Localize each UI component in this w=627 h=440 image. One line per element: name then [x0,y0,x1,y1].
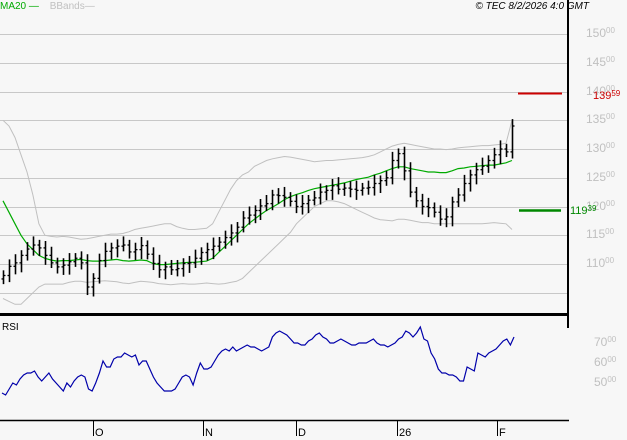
rsi-line [1,325,515,396]
y-tick-label: 15000 [586,26,615,40]
legend-ma20: MA20 — [0,1,39,12]
ohlc-bars [1,119,515,297]
x-tick-label: O [95,427,104,439]
y-tick-label: 14500 [586,54,615,69]
y-tick-label: 13500 [586,112,615,127]
rsi-panel-title: RSI [2,322,19,333]
price-gridlines [0,34,568,294]
y-tick-label: 13000 [586,141,615,155]
x-tick-label: F [499,427,506,439]
rsi-tick-label: 7000 [594,335,617,349]
x-tick-label: 26 [399,427,412,439]
y-tick-label: 11000 [586,256,615,270]
y-tick-label: 14000 [586,83,615,98]
x-axis-ticks [93,421,498,436]
resistance-price-label: 13959 [593,89,621,102]
y-tick-label: 11500 [586,227,615,242]
chart-frame [0,0,569,422]
x-tick-label: D [298,427,306,439]
copyright-timestamp: © TEC 8/2/2026 4:0 GMT [475,1,589,12]
legend-bbands: BBands— [49,1,95,12]
y-tick-label: 12000 [586,198,615,213]
rsi-tick-label: 6000 [594,355,617,369]
rsi-tick-label: 5000 [594,375,617,389]
x-tick-label: N [205,427,213,439]
chart-legend: MA20 — BBands— [0,1,95,13]
y-tick-label: 12500 [586,169,615,184]
support-price-label: 11939 [570,204,597,217]
price-levels [518,92,562,212]
